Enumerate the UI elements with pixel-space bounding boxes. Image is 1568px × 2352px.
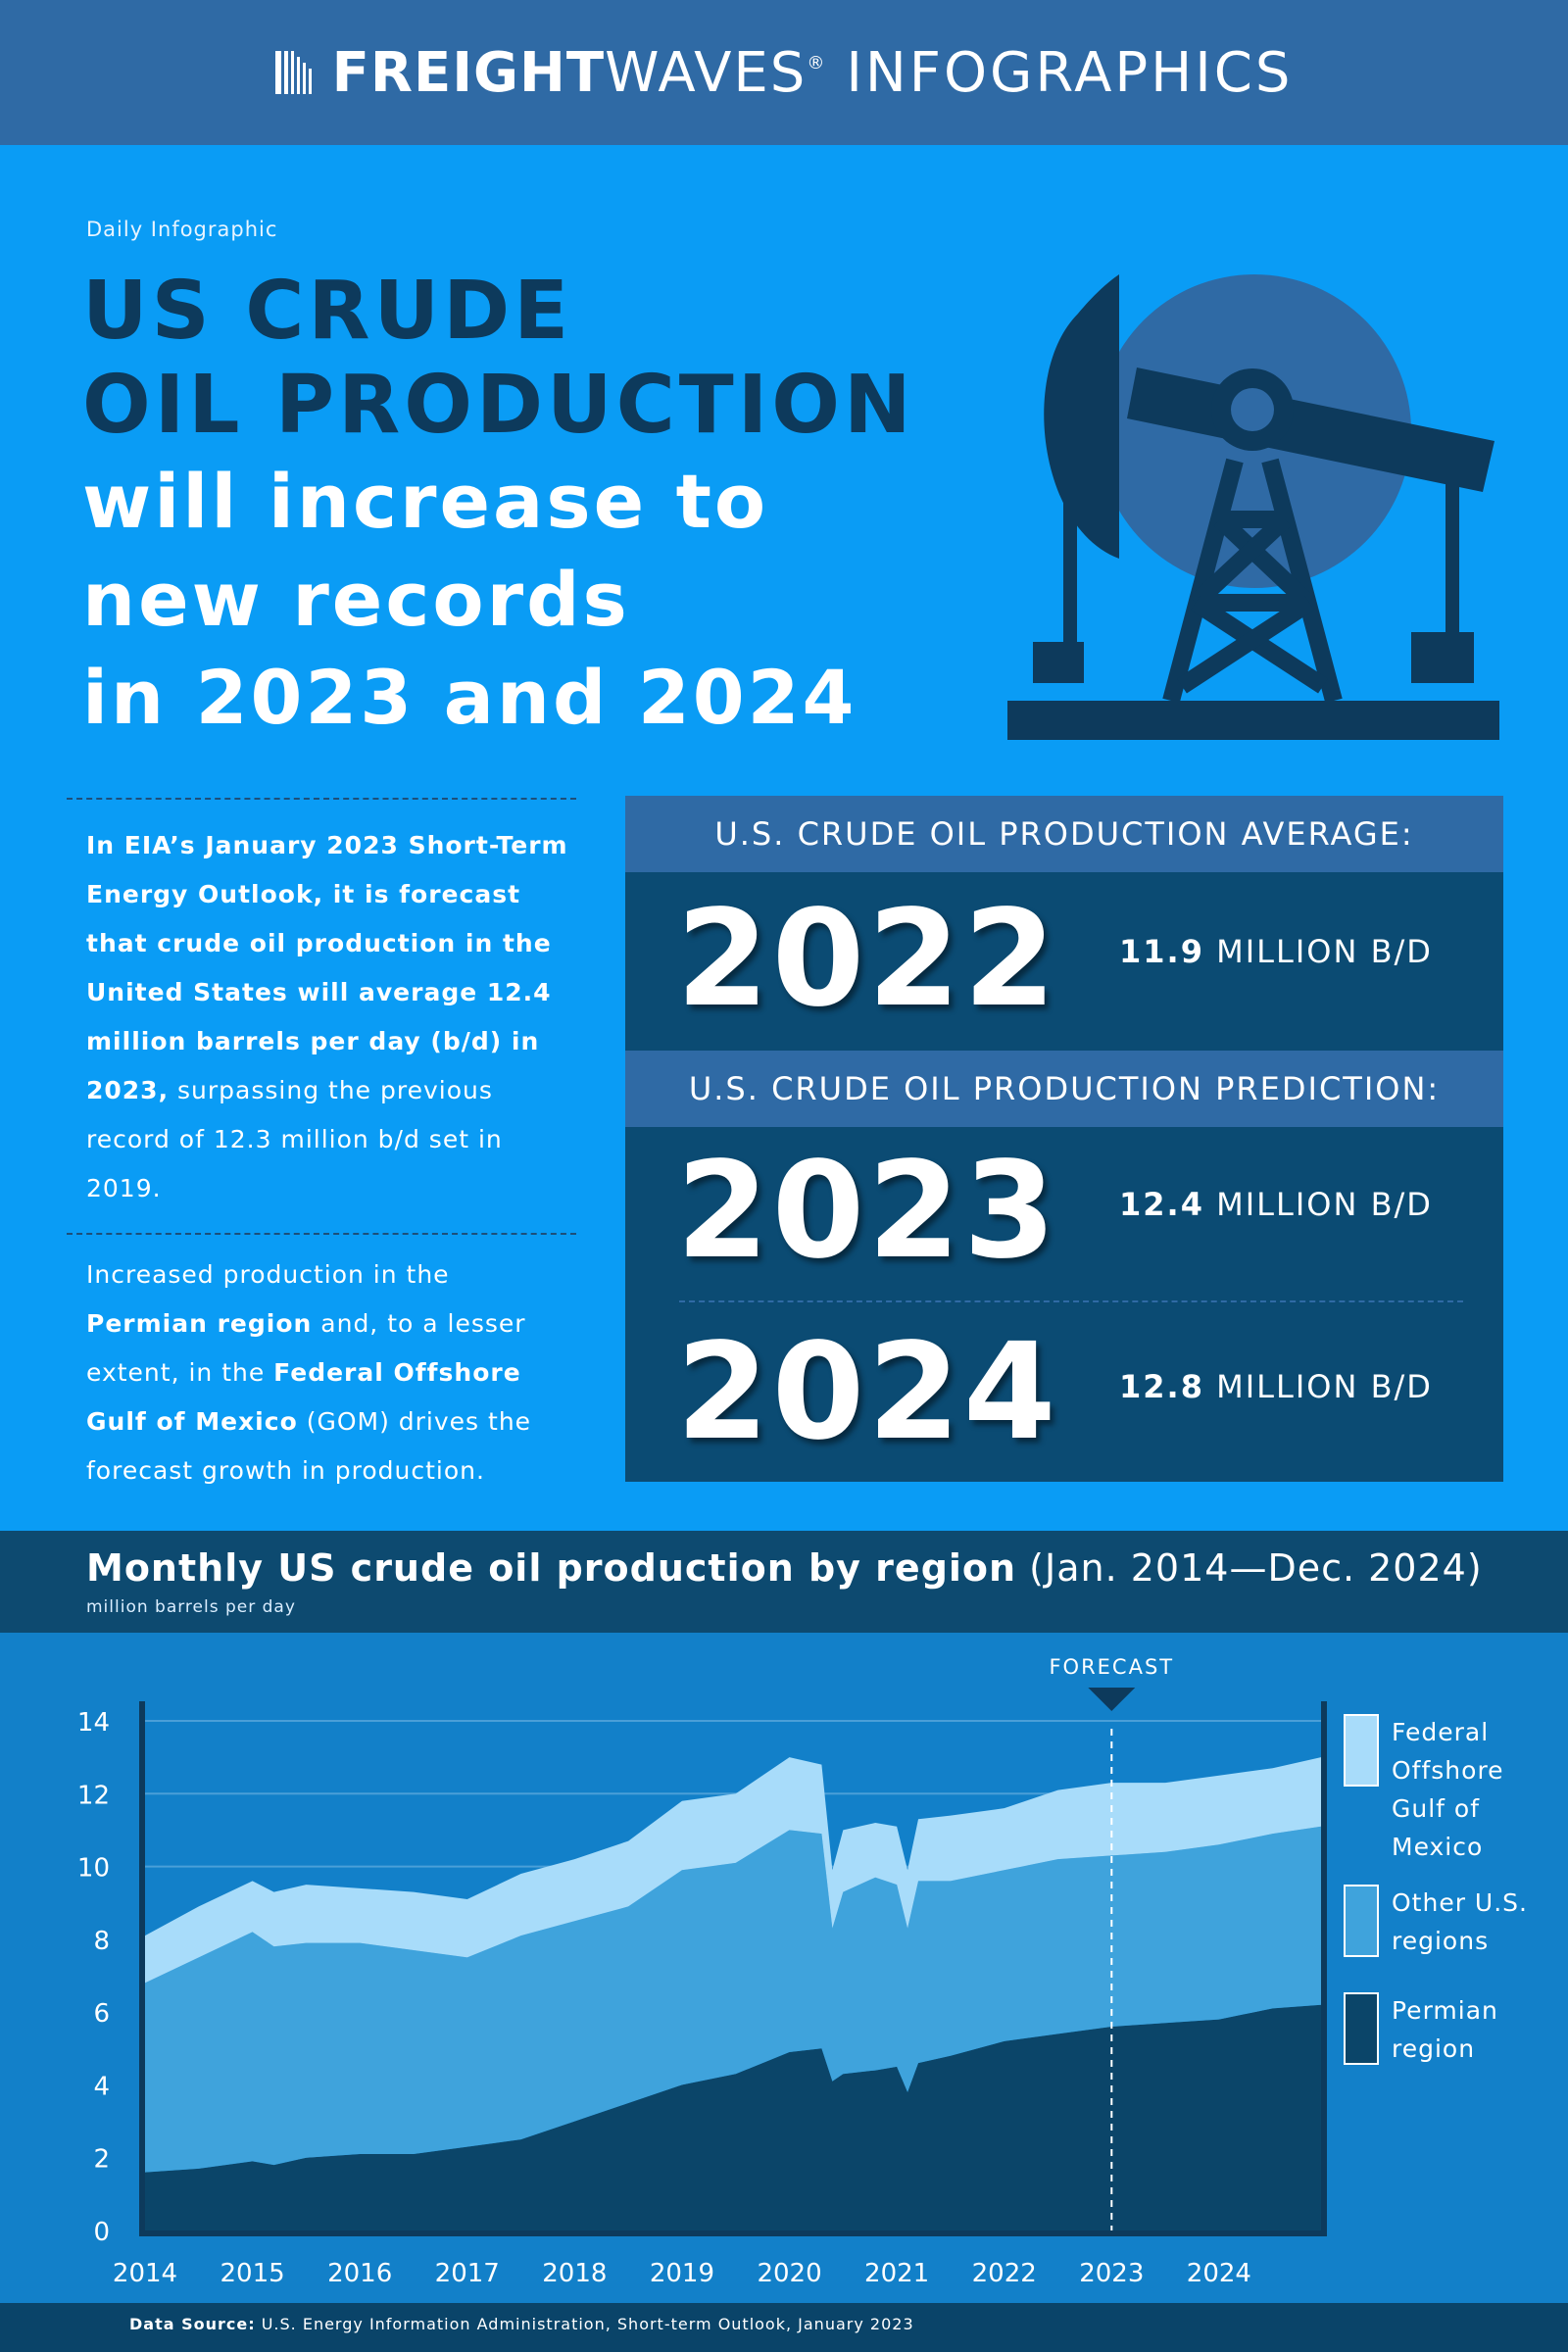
legend-label: Gulf of: [1392, 1794, 1480, 1823]
legend-label: region: [1392, 2034, 1475, 2063]
forecast-arrow-icon: [1088, 1688, 1136, 1711]
x-tick-label: 2018: [542, 2259, 607, 2288]
intro-paragraph-bold: In EIA’s January 2023 Short-Term Energy …: [86, 831, 568, 1104]
production-stats-panel: U.S. CRUDE OIL PRODUCTION AVERAGE: 2022 …: [625, 796, 1503, 1482]
forecast-label: FORECAST: [1049, 1655, 1174, 1679]
y-axis-line: [139, 1701, 145, 2230]
x-tick-label: 2017: [435, 2259, 500, 2288]
legend-label: Offshore: [1392, 1756, 1504, 1785]
legend-label: regions: [1392, 1927, 1489, 1955]
stat-number-2024: 12.8: [1119, 1368, 1204, 1405]
area-series-0: [145, 2004, 1321, 2230]
x-tick-label: 2024: [1187, 2259, 1251, 2288]
brand-suffix: INFOGRAPHICS: [846, 40, 1294, 105]
permian-region-text: Permian region: [86, 1309, 313, 1338]
area-series-1: [145, 1826, 1321, 2173]
y-tick-label: 0: [93, 2218, 110, 2247]
x-tick-label: 2019: [650, 2259, 714, 2288]
growth-paragraph: Increased production in the Permian regi…: [86, 1250, 576, 1495]
x-tick-label: 2023: [1079, 2259, 1144, 2288]
footer-bar: [0, 2303, 1568, 2352]
right-axis-line: [1321, 1701, 1327, 2230]
stat-year-2023: 2023: [676, 1134, 1059, 1289]
x-axis-line: [139, 2230, 1327, 2236]
legend-swatch-1: [1344, 1885, 1379, 1957]
legend-swatch-2: [1344, 1992, 1379, 2065]
freightwaves-logo-icon: [274, 51, 312, 94]
x-tick-label: 2015: [220, 2259, 285, 2288]
chart-title-bold: Monthly US crude oil production by regio…: [86, 1546, 1017, 1590]
y-tick-label: 10: [77, 1854, 110, 1884]
stat-number-2022: 11.9: [1119, 933, 1204, 970]
y-tick-label: 8: [93, 1927, 110, 1956]
stat-year-2022: 2022: [676, 882, 1059, 1037]
chart-unit-label: million barrels per day: [86, 1597, 296, 1617]
legend-label: Mexico: [1392, 1833, 1483, 1861]
headline: US CRUDE OIL PRODUCTION will increase to…: [82, 265, 964, 747]
prediction-header: U.S. CRUDE OIL PRODUCTION PREDICTION:: [625, 1051, 1503, 1127]
y-tick-label: 14: [77, 1708, 110, 1738]
data-source-label: Data Source:: [129, 2315, 256, 2333]
stat-number-2023: 12.4: [1119, 1186, 1204, 1223]
headline-line-5: in 2023 and 2024: [82, 654, 858, 741]
headline-line-3: will increase to: [82, 458, 769, 545]
chart-title: Monthly US crude oil production by regio…: [86, 1546, 1483, 1590]
divider-top: [67, 798, 576, 800]
headline-line-4: new records: [82, 556, 630, 643]
stat-unit-2024: MILLION B/D: [1203, 1368, 1433, 1405]
x-tick-label: 2022: [972, 2259, 1037, 2288]
brand-registered-mark: ®: [807, 52, 825, 74]
eyebrow-label: Daily Infographic: [86, 218, 278, 241]
divider-middle: [67, 1233, 576, 1235]
area-series-2: [145, 1757, 1321, 1984]
stat-divider: [679, 1300, 1463, 1302]
header-bar: FREIGHT WAVES ® INFOGRAPHICS: [0, 0, 1568, 145]
legend-label: Permian: [1392, 1996, 1498, 2025]
production-area-chart: 0 2 4 6 8 10 12 14 2014 2015 2016 2017 2018 2019 2020 2…: [77, 1655, 1528, 2288]
legend-label: Federal: [1392, 1718, 1489, 1746]
y-tick-label: 4: [93, 2072, 110, 2101]
y-tick-label: 2: [93, 2145, 110, 2175]
stat-value-2023: 12.4 MILLION B/D: [1119, 1186, 1433, 1223]
x-tick-label: 2014: [113, 2259, 177, 2288]
x-tick-label: 2016: [327, 2259, 392, 2288]
x-tick-label: 2020: [757, 2259, 821, 2288]
brand-name-strong: FREIGHT: [331, 40, 606, 105]
average-header: U.S. CRUDE OIL PRODUCTION AVERAGE:: [625, 796, 1503, 872]
legend-swatch-0: [1344, 1714, 1379, 1787]
y-tick-label: 6: [93, 1999, 110, 2029]
gulf-of-mexico-text: Federal Offshore Gulf of Mexico: [86, 1358, 521, 1436]
intro-paragraph-rest: surpassing the previous record of 12.3 m…: [86, 1076, 503, 1202]
y-tick-label: 12: [77, 1781, 110, 1810]
data-source-text: U.S. Energy Information Administration, …: [255, 2315, 914, 2333]
stat-value-2024: 12.8 MILLION B/D: [1119, 1368, 1433, 1405]
stat-unit-2023: MILLION B/D: [1203, 1186, 1433, 1223]
stat-unit-2022: MILLION B/D: [1203, 933, 1433, 970]
headline-line-1: US CRUDE: [82, 265, 573, 358]
intro-paragraph: In EIA’s January 2023 Short-Term Energy …: [86, 821, 576, 1213]
stat-year-2024: 2024: [676, 1315, 1059, 1470]
growth-paragraph-part-3: (GOM) drives the forecast growth in prod…: [86, 1407, 532, 1485]
data-source: Data Source: U.S. Energy Information Adm…: [129, 2315, 914, 2333]
chart-title-band: [0, 1531, 1568, 1633]
brand-name-light: WAVES: [605, 40, 808, 105]
headline-line-2: OIL PRODUCTION: [82, 359, 915, 452]
growth-paragraph-part-2: and, to a lesser extent, in the: [86, 1309, 526, 1387]
oil-pumpjack-icon: [1007, 274, 1499, 740]
legend-label: Other U.S.: [1392, 1888, 1528, 1917]
growth-paragraph-part-1: Increased production in the: [86, 1260, 450, 1289]
chart-title-range: (Jan. 2014—Dec. 2024): [1016, 1546, 1483, 1590]
stat-value-2022: 11.9 MILLION B/D: [1119, 933, 1433, 970]
x-tick-label: 2021: [864, 2259, 929, 2288]
